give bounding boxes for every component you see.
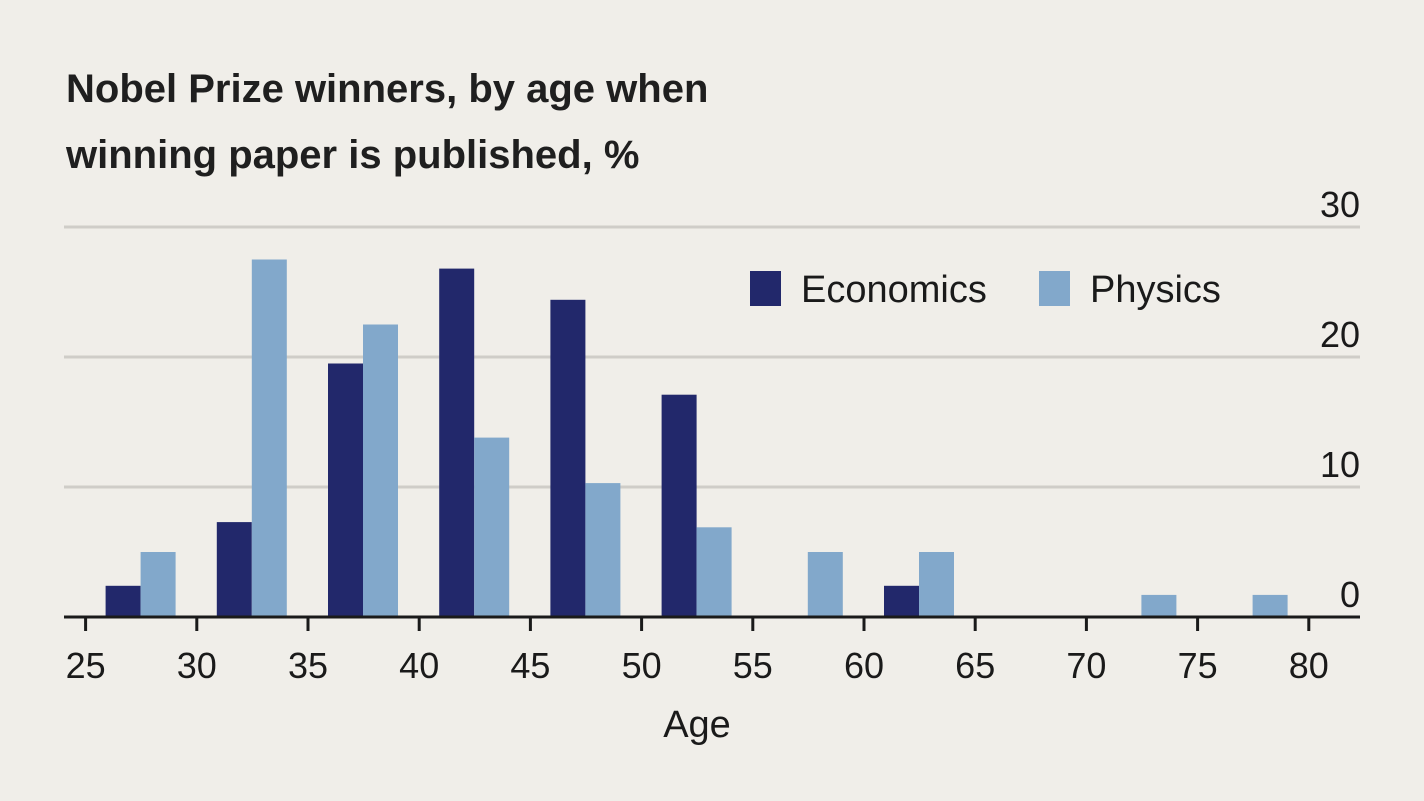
legend-label-physics: Physics	[1090, 269, 1221, 311]
bar-physics	[1141, 594, 1177, 617]
y-tick-label: 30	[1320, 184, 1360, 225]
legend: Economics Physics	[750, 269, 1221, 311]
bar-physics	[919, 552, 954, 617]
x-tick-label: 65	[955, 645, 995, 686]
bar-physics	[696, 527, 732, 617]
x-tick-label: 40	[399, 645, 439, 686]
chart-title-line-2: winning paper is published, %	[66, 133, 640, 177]
bar-physics	[140, 552, 176, 617]
x-tick-label: 25	[66, 645, 106, 686]
y-tick-label: 10	[1320, 444, 1360, 485]
bars	[105, 259, 1288, 617]
bar-physics	[1252, 594, 1288, 617]
bar-physics	[474, 437, 510, 617]
bar-physics	[363, 324, 398, 617]
x-tick-label: 80	[1289, 645, 1329, 686]
x-tick-label: 30	[177, 645, 217, 686]
bar-economics	[328, 363, 363, 617]
bar-economics	[550, 299, 586, 617]
bar-economics	[105, 585, 141, 617]
y-tick-label: 0	[1340, 574, 1360, 615]
x-tick-label: 50	[622, 645, 662, 686]
chart-title-line-1: Nobel Prize winners, by age when	[66, 67, 709, 111]
x-tick-label: 75	[1178, 645, 1218, 686]
x-tick-label: 45	[510, 645, 550, 686]
x-tick-label: 70	[1066, 645, 1106, 686]
bar-physics	[585, 483, 621, 617]
bar-physics	[807, 552, 843, 617]
legend-label-economics: Economics	[801, 269, 987, 311]
y-tick-label: 20	[1320, 314, 1360, 355]
x-axis: 25 30 35 40 45 50 55 60 65 70 75 80	[64, 615, 1360, 686]
bar-physics	[251, 259, 287, 617]
legend-swatch-physics	[1039, 271, 1070, 306]
legend-swatch-economics	[750, 271, 781, 306]
x-axis-title: Age	[663, 704, 731, 746]
x-tick-label: 35	[288, 645, 328, 686]
x-tick-label: 60	[844, 645, 884, 686]
chart-title: Nobel Prize winners, by age when winning…	[66, 56, 966, 188]
x-tick-label: 55	[733, 645, 773, 686]
bar-economics	[661, 394, 697, 617]
bar-economics	[216, 522, 252, 617]
gridlines: 0 10 20 30	[64, 184, 1360, 615]
bar-economics	[439, 268, 475, 617]
bar-economics	[884, 585, 919, 617]
